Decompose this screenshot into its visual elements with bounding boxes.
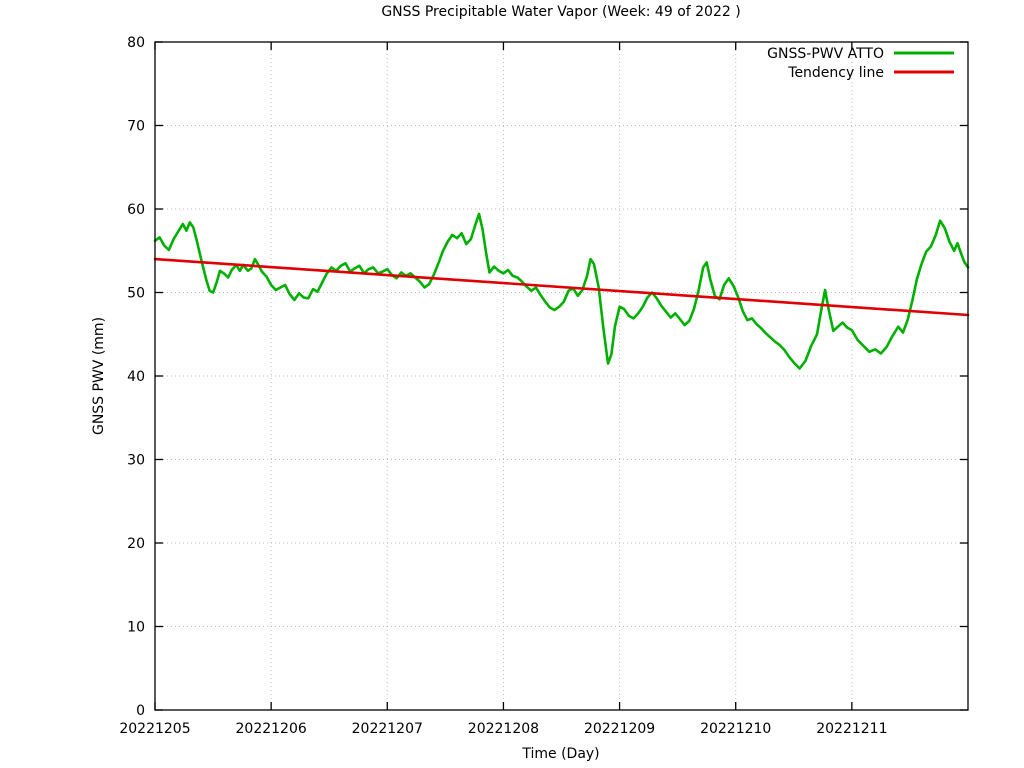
x-tick-label: 20221208 — [468, 721, 539, 737]
axis-tick-labels: 20221205 20221206 20221207 20221208 20221209… — [119, 35, 887, 737]
x-tick-label: 20221210 — [700, 721, 771, 737]
y-tick-label: 70 — [127, 119, 145, 135]
x-tick-label: 20221206 — [236, 721, 307, 737]
x-tick-label: 20221207 — [352, 721, 423, 737]
x-tick-label: 20221205 — [119, 721, 190, 737]
y-tick-label: 10 — [127, 620, 145, 636]
legend-entry-series: GNSS-PWV ATTO — [767, 46, 954, 62]
y-tick-label: 0 — [136, 703, 145, 719]
y-tick-label: 20 — [127, 536, 145, 552]
gnss-pwv-series-line — [153, 212, 970, 370]
x-tick-label: 20221211 — [816, 721, 887, 737]
legend-entry-tendency: Tendency line — [787, 65, 954, 81]
y-tick-label: 80 — [127, 35, 145, 51]
grid-lines — [155, 42, 968, 710]
x-axis-label: Time (Day) — [521, 746, 599, 762]
x-tick-label: 20221209 — [584, 721, 655, 737]
legend: GNSS-PWV ATTO Tendency line — [767, 46, 954, 81]
tendency-line — [153, 257, 970, 317]
series-lines — [153, 212, 970, 370]
legend-label-series: GNSS-PWV ATTO — [767, 46, 884, 62]
y-tick-label: 30 — [127, 453, 145, 469]
legend-label-tendency: Tendency line — [787, 65, 884, 81]
y-tick-label: 60 — [127, 202, 145, 218]
y-axis-label: GNSS PWV (mm) — [91, 317, 107, 435]
axis-ticks — [154, 41, 968, 711]
chart-title: GNSS Precipitable Water Vapor (Week: 49 … — [381, 4, 740, 20]
y-tick-label: 40 — [127, 369, 145, 385]
plot-border — [154, 41, 969, 711]
y-tick-label: 50 — [127, 286, 145, 302]
